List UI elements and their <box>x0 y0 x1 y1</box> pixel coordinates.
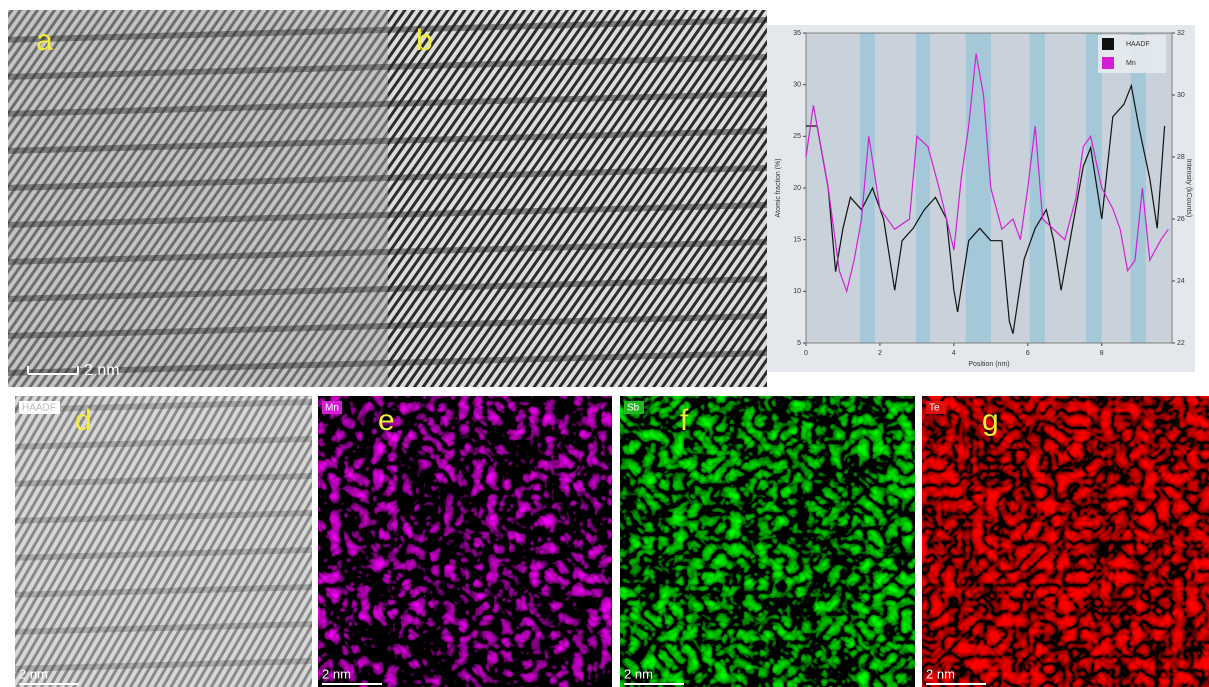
lattice-rows <box>8 10 388 387</box>
scale-bar-label: 2 nm <box>19 666 48 681</box>
y-tick-label: 30 <box>793 82 801 89</box>
y-tick-label: 20 <box>793 185 801 192</box>
y2-tick-label: 24 <box>1177 278 1185 285</box>
element-tag: Sb <box>627 403 640 414</box>
y-axis-label: Atomic fraction (%) <box>775 158 782 217</box>
element-tag: Te <box>929 403 940 414</box>
legend-swatch <box>1102 38 1114 50</box>
y-tick-label: 5 <box>797 340 801 347</box>
y2-tick-label: 32 <box>1177 30 1185 37</box>
x-tick-label: 8 <box>1100 350 1104 357</box>
panel-label: d <box>75 404 92 437</box>
panel-label: b <box>416 24 433 57</box>
panel-label: a <box>36 24 53 57</box>
scale-bar-label: 2 nm <box>322 666 351 681</box>
lattice-rows <box>15 396 312 687</box>
legend-label: Mn <box>1126 60 1136 67</box>
y2-tick-label: 26 <box>1177 216 1185 223</box>
shaded-span <box>1030 33 1045 343</box>
x-tick-label: 2 <box>878 350 882 357</box>
shaded-span <box>1131 33 1146 343</box>
eds-map <box>922 396 1209 687</box>
x-axis-label: Position (nm) <box>968 361 1009 368</box>
scale-bar-label: 2 nm <box>624 666 653 681</box>
y-tick-label: 35 <box>793 30 801 37</box>
shaded-span <box>1086 33 1102 343</box>
shaded-span <box>916 33 930 343</box>
y2-tick-label: 30 <box>1177 92 1185 99</box>
panel-label: e <box>378 404 395 437</box>
element-tag: Mn <box>325 403 339 414</box>
x-tick-label: 6 <box>1026 350 1030 357</box>
element-tag: HAADF <box>22 403 56 414</box>
legend-label: HAADF <box>1126 41 1150 48</box>
shaded-span <box>966 33 991 343</box>
y2-tick-label: 22 <box>1177 340 1185 347</box>
panel-label: g <box>982 404 999 437</box>
y-tick-label: 10 <box>793 288 801 295</box>
panel-label: f <box>680 404 689 437</box>
y2-tick-label: 28 <box>1177 154 1185 161</box>
legend-swatch <box>1102 57 1114 69</box>
lattice-rows <box>388 10 767 387</box>
x-tick-label: 4 <box>952 350 956 357</box>
y2-axis-label: Intensity (kCounts) <box>1185 159 1192 217</box>
scale-bar-label: 2 nm <box>926 666 955 681</box>
scale-bar-label: 2 nm <box>84 362 120 379</box>
y-tick-label: 25 <box>793 133 801 140</box>
eds-map <box>620 396 915 687</box>
y-tick-label: 15 <box>793 237 801 244</box>
figure: 2 nmabcHAADF2 nmdMn2 nmeSb2 nmfTe2 nmg02… <box>0 0 1209 687</box>
x-tick-label: 0 <box>804 350 808 357</box>
eds-map <box>318 396 612 687</box>
